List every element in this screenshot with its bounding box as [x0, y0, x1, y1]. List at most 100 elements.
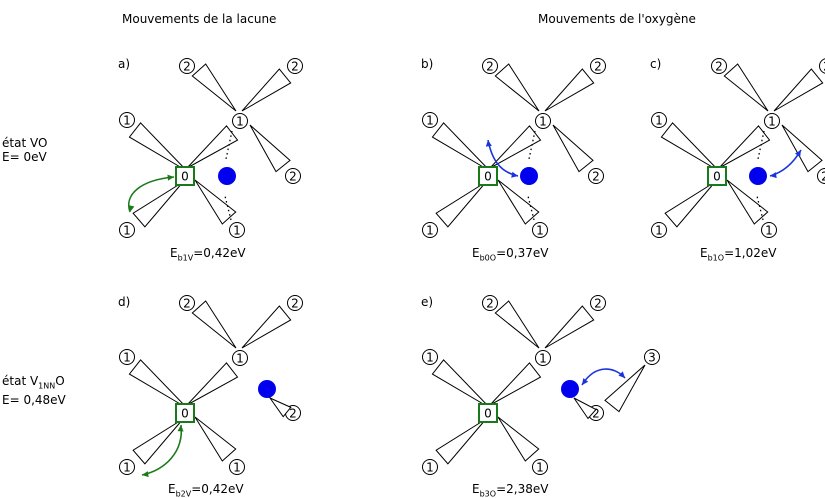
pd-site-tr-label: 2: [291, 297, 299, 311]
pd-site-tl-label: 2: [183, 297, 191, 311]
pa-wedge-t-tr2: [241, 68, 292, 112]
pa-vacancy-label: 0: [181, 170, 189, 184]
pa-site-r: [285, 168, 301, 184]
panel-label-b: b): [421, 57, 434, 71]
pd-wedge-t-tr2: [241, 305, 292, 349]
pe-wedge-t-tr2: [544, 305, 595, 349]
pd-site-r-label: 2: [289, 407, 297, 421]
pe-site-bm: [532, 459, 548, 475]
pa-site-bm-label: 1: [233, 224, 241, 238]
pe-wedge-v-bl1: [435, 418, 487, 465]
pa-wedge-v-t: [186, 125, 239, 169]
pa-wedge-v-bm1: [194, 179, 237, 225]
pc-wedge-t-tl2: [723, 63, 769, 112]
pa-site-bm: [229, 222, 245, 238]
pc-wedge-v-t: [718, 125, 771, 169]
pa-wedge-t-tl2: [191, 63, 237, 112]
pe-jump-arrow-head-1: [618, 371, 625, 378]
pe-site-3-label: 3: [648, 351, 656, 365]
pb-vacancy: [478, 166, 498, 186]
oxygen-moves-header: Mouvements de l'oxygène: [538, 12, 696, 26]
pb-site-bl: [422, 222, 438, 238]
pd-jump-arrow-head-0: [177, 425, 184, 432]
pe-site-l: [422, 349, 438, 365]
energy-label-b: Eb0O=0,37eV: [472, 246, 549, 263]
pb-site-tr: [590, 58, 606, 74]
pe-site-tl: [482, 295, 498, 311]
pd-wedge-t-tl2: [191, 300, 237, 349]
pb-wedge-v-t: [489, 125, 542, 169]
pa-site-l: [119, 112, 135, 128]
pd-site-tl: [179, 295, 195, 311]
panel-label-a: a): [118, 57, 131, 71]
pc-wedge-t-tr2: [773, 68, 824, 112]
pc-site-bm: [761, 222, 777, 238]
panel-label-d: d): [118, 295, 131, 309]
pe-site-bm-label: 1: [536, 461, 544, 475]
pe-site-top-label: 1: [539, 352, 547, 366]
pe-site-3: [644, 349, 660, 365]
pa-site-bl-label: 1: [123, 224, 131, 238]
pb-oxygen: [520, 167, 538, 185]
row-state-vo: état VO: [2, 136, 48, 150]
pe-vacancy-label: 0: [484, 407, 492, 421]
pa-site-tr: [287, 58, 303, 74]
pb-wedge-t-tl2: [494, 63, 540, 112]
pb-site-tr-label: 2: [594, 60, 602, 74]
pb-site-top: [535, 113, 551, 129]
pa-site-tl: [179, 58, 195, 74]
pb-site-l-label: 1: [426, 114, 434, 128]
pa-dotted-top: [225, 130, 233, 160]
pd-site-bm-label: 1: [233, 461, 241, 475]
pe-oxygen: [561, 380, 579, 398]
pb-site-r: [588, 168, 604, 184]
energy-label-d: Eb2V=0,42eV: [168, 482, 244, 498]
pa-site-l-label: 1: [123, 114, 131, 128]
pd-site-bl: [119, 459, 135, 475]
pe-jump-arrow: [581, 368, 626, 386]
pb-site-bm: [532, 222, 548, 238]
pc-site-top: [764, 113, 780, 129]
pb-site-top-label: 1: [539, 115, 547, 129]
pa-wedge-v-bl1: [132, 181, 184, 228]
pd-wedge-o-r2: [268, 396, 292, 418]
pc-wedge-t-r2: [781, 124, 823, 173]
pd-site-bm: [229, 459, 245, 475]
row-energy-v1nno: E= 0,48eV: [2, 393, 66, 408]
pe-site-tl-label: 2: [486, 297, 494, 311]
pa-site-r-label: 2: [289, 170, 297, 184]
pd-site-top-label: 1: [236, 352, 244, 366]
vacancy-moves-header: Mouvements de la lacune: [122, 12, 277, 26]
pc-jump-arrow-head-0: [770, 172, 777, 179]
pd-site-l: [119, 349, 135, 365]
pc-site-bl-label: 1: [655, 224, 663, 238]
pa-vacancy: [175, 166, 195, 186]
panel-label-e: e): [421, 295, 434, 309]
pe-wedge-o-r2: [573, 397, 597, 420]
pb-site-bl-label: 1: [426, 224, 434, 238]
row-label-vo: état VO E= 0eV: [2, 136, 47, 164]
pe-wedge-v-bm1: [497, 416, 540, 462]
pa-site-top: [232, 113, 248, 129]
energy-label-a: Eb1V=0,42eV: [170, 246, 246, 263]
pc-site-tr: [819, 58, 825, 74]
pa-wedge-t-r2: [249, 124, 291, 173]
pa-jump-arrow-head-1: [128, 205, 135, 212]
pb-wedge-v-bm1: [497, 179, 540, 225]
row-energy-vo: E= 0eV: [2, 150, 47, 164]
pb-jump-arrow-head-0: [511, 171, 518, 178]
pa-jump-arrow-head-0: [167, 174, 174, 181]
pe-site-tr: [590, 295, 606, 311]
pc-wedge-v-l1: [660, 122, 720, 172]
pc-site-l-label: 1: [655, 114, 663, 128]
pc-site-r-label: 2: [821, 170, 825, 184]
pc-site-l: [651, 112, 667, 128]
pe-wedge-3: [604, 364, 646, 413]
pd-vacancy: [175, 403, 195, 423]
pc-vacancy-label: 0: [713, 170, 721, 184]
energy-label-e: Eb3O=2,38eV: [472, 482, 549, 498]
row-state-v1nno: état V1NNO: [2, 374, 65, 391]
pc-vacancy: [707, 166, 727, 186]
row-label-v1nno: état V1NNO E= 0,48eV: [2, 374, 66, 407]
